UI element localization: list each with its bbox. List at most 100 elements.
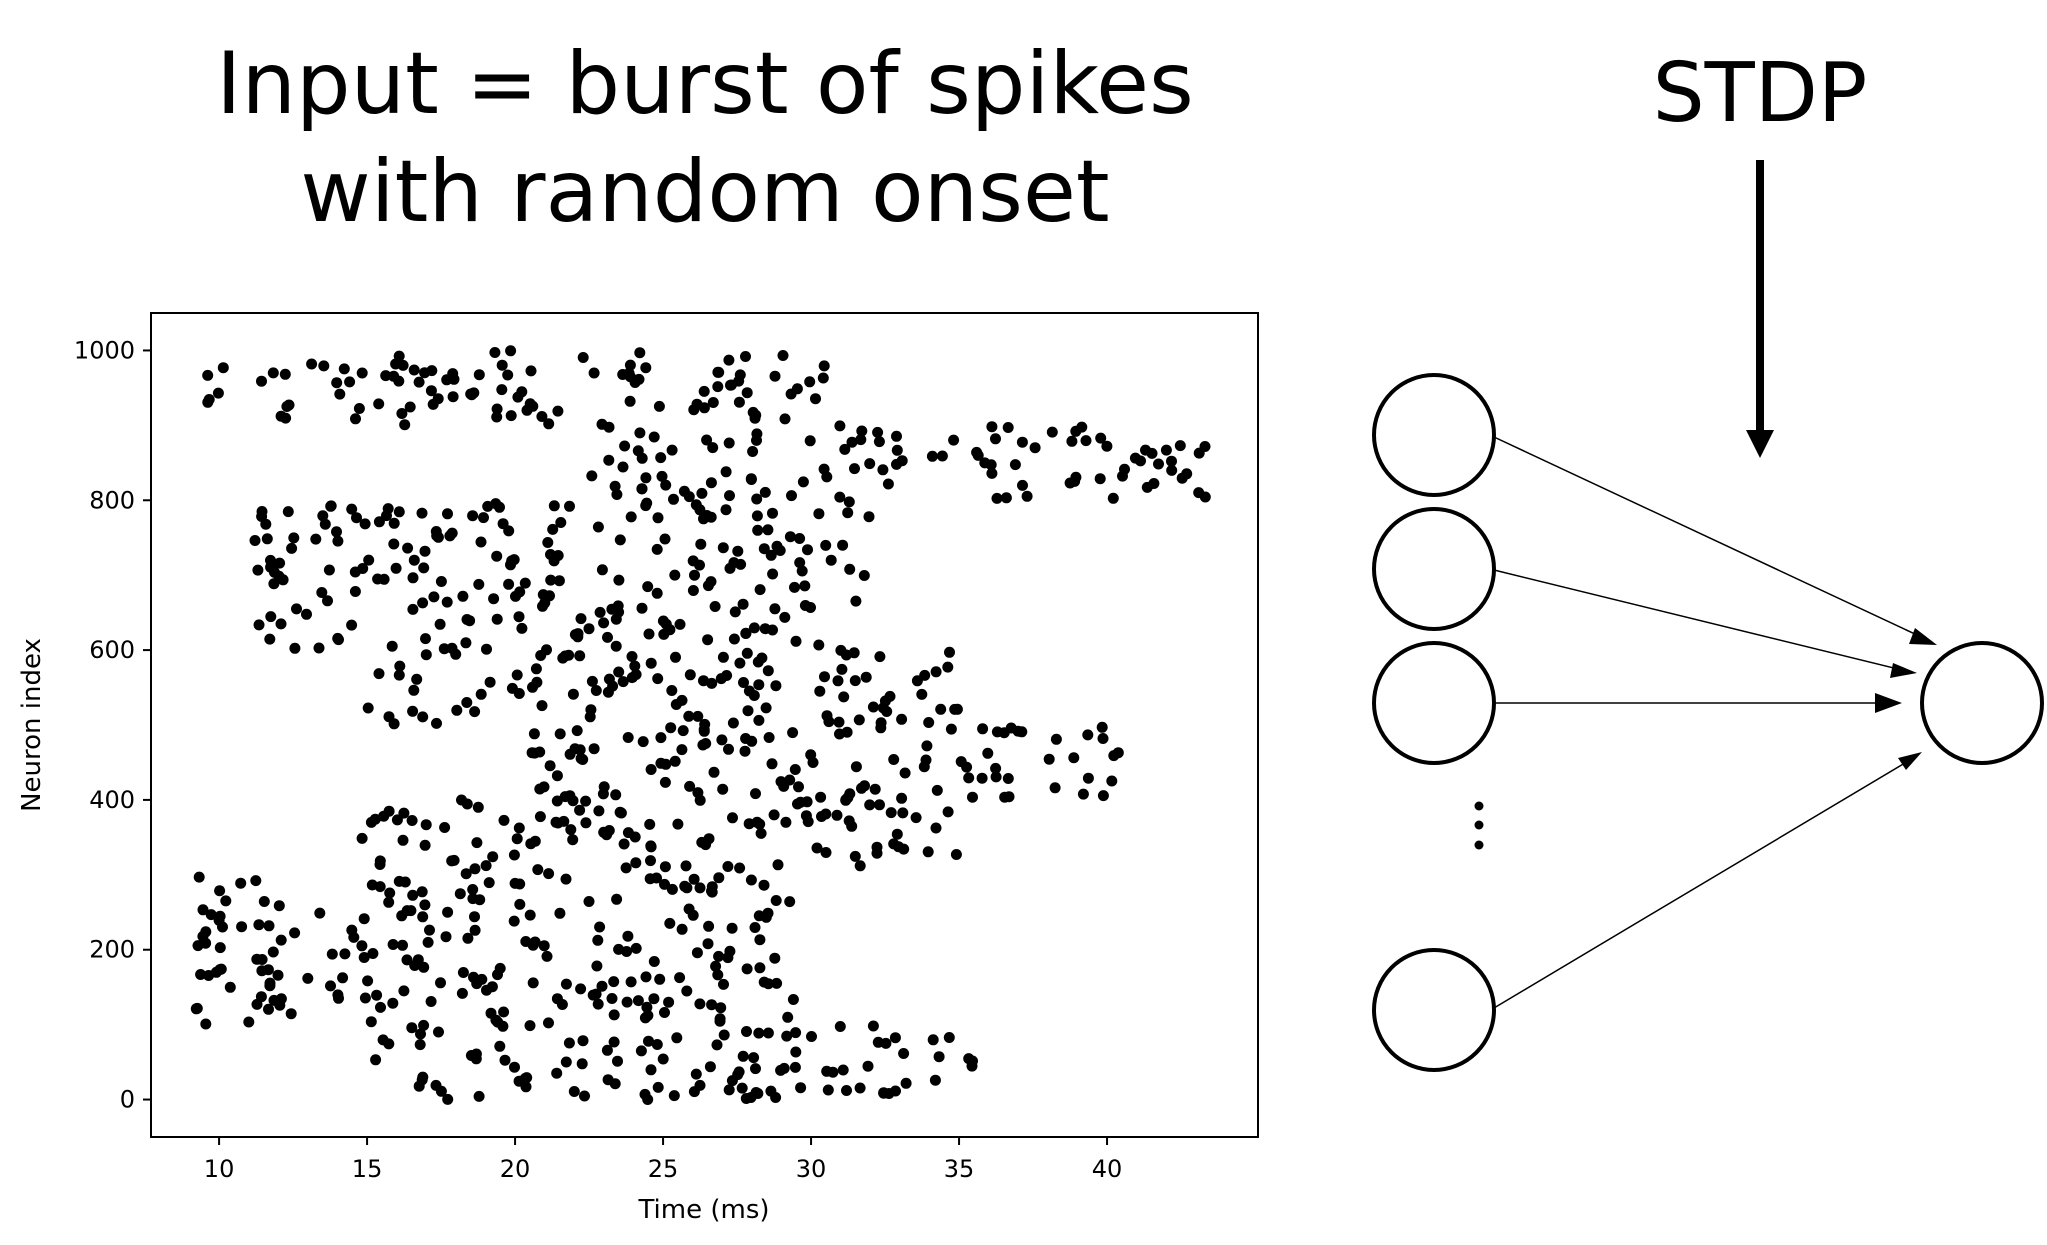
spike-dot: [765, 1085, 777, 1097]
spike-dot: [212, 387, 224, 399]
spike-dot: [624, 359, 636, 371]
spike-dot: [789, 581, 800, 593]
spike-dot: [1043, 753, 1055, 765]
spike-dot: [855, 434, 867, 446]
spike-dot: [487, 851, 499, 863]
spike-dot: [383, 711, 395, 723]
spike-dot: [432, 393, 444, 405]
spike-dot: [593, 805, 605, 817]
spike-dot: [269, 566, 280, 578]
spike-dot: [388, 538, 400, 550]
spike-dot: [838, 691, 850, 703]
spike-dot: [804, 376, 816, 388]
spike-dot: [1017, 479, 1028, 491]
spike-dot: [416, 886, 428, 898]
spike-dot: [717, 542, 729, 554]
spike-dot: [390, 562, 402, 574]
spike-dot: [945, 723, 957, 735]
spike-dot: [598, 617, 610, 629]
y-tick-label: 200: [89, 936, 135, 964]
spike-dot: [475, 688, 487, 700]
spike-dot: [749, 412, 761, 424]
spike-dot: [528, 728, 540, 740]
spike-dot: [753, 679, 765, 691]
spike-dot: [874, 651, 886, 663]
spike-dot: [724, 945, 736, 957]
spike-dot: [610, 640, 622, 652]
spike-dot: [609, 480, 621, 492]
spike-dot: [640, 472, 652, 484]
spike-dot: [484, 676, 496, 688]
spike-dot: [694, 794, 706, 806]
spike-dot: [637, 736, 649, 748]
spike-dot: [316, 587, 328, 598]
spike-dot: [367, 948, 379, 959]
spike-dot: [576, 1058, 588, 1070]
spike-dot: [314, 907, 326, 919]
spike-dot: [404, 401, 416, 413]
spike-dot: [362, 975, 374, 987]
spike-dot: [791, 383, 803, 395]
spike-dot: [397, 939, 408, 951]
spike-dot: [849, 675, 861, 687]
spike-dot: [792, 798, 803, 810]
spike-dot: [393, 506, 405, 518]
x-tick-label: 25: [648, 1155, 679, 1183]
spike-dot: [473, 369, 485, 381]
spike-dot: [560, 978, 572, 990]
spike-dot: [794, 557, 806, 569]
spike-dot: [933, 1051, 945, 1063]
input-neuron: [1372, 641, 1496, 765]
spike-dot: [514, 878, 526, 890]
spike-dot: [837, 1064, 849, 1076]
spike-dot: [409, 960, 421, 971]
spike-dot: [564, 748, 576, 760]
spike-dot: [747, 446, 759, 457]
spike-dot: [875, 722, 887, 734]
spike-dot: [575, 983, 587, 995]
spike-dot: [762, 907, 774, 919]
spike-dot: [832, 675, 844, 687]
spike-dot: [625, 976, 637, 988]
spike-dot: [1166, 464, 1178, 476]
spike-dot: [762, 665, 774, 677]
spike-dot: [854, 1082, 866, 1094]
spike-dot: [759, 623, 771, 635]
input-neuron: [1372, 507, 1496, 631]
spike-dot: [531, 676, 543, 688]
spike-dot: [722, 861, 734, 872]
spike-dot: [402, 542, 414, 554]
spike-dot: [491, 613, 503, 625]
spike-dot: [318, 360, 330, 372]
spike-dot: [655, 757, 667, 769]
spike-dot: [674, 618, 686, 630]
spike-dot: [818, 360, 830, 372]
spike-dot: [193, 871, 205, 883]
spike-dot: [1119, 463, 1130, 475]
spike-dot: [469, 706, 481, 718]
spike-dot: [214, 942, 226, 954]
spike-dot: [760, 702, 772, 714]
spike-dot: [197, 904, 209, 916]
spike-dot: [678, 485, 690, 497]
spike-dot: [836, 663, 848, 675]
spike-dot: [754, 962, 766, 974]
spike-dot: [749, 922, 761, 933]
spike-dot: [580, 795, 592, 807]
spike-dot: [1160, 444, 1172, 456]
spike-dot: [758, 543, 770, 555]
spike-dot: [617, 461, 629, 473]
spike-dot: [717, 783, 729, 795]
spike-dot: [856, 425, 868, 437]
spike-dot: [645, 841, 657, 853]
spike-dot: [759, 486, 771, 498]
spike-dot: [538, 940, 550, 952]
spike-dot: [769, 603, 781, 615]
spike-dot: [372, 573, 384, 585]
title-line-1: Input = burst of spikes: [216, 34, 1194, 134]
spike-dot: [502, 369, 514, 381]
spike-dot: [548, 500, 560, 512]
spike-dot: [955, 756, 967, 768]
spike-dot: [738, 677, 749, 688]
spike-dot: [250, 875, 262, 887]
